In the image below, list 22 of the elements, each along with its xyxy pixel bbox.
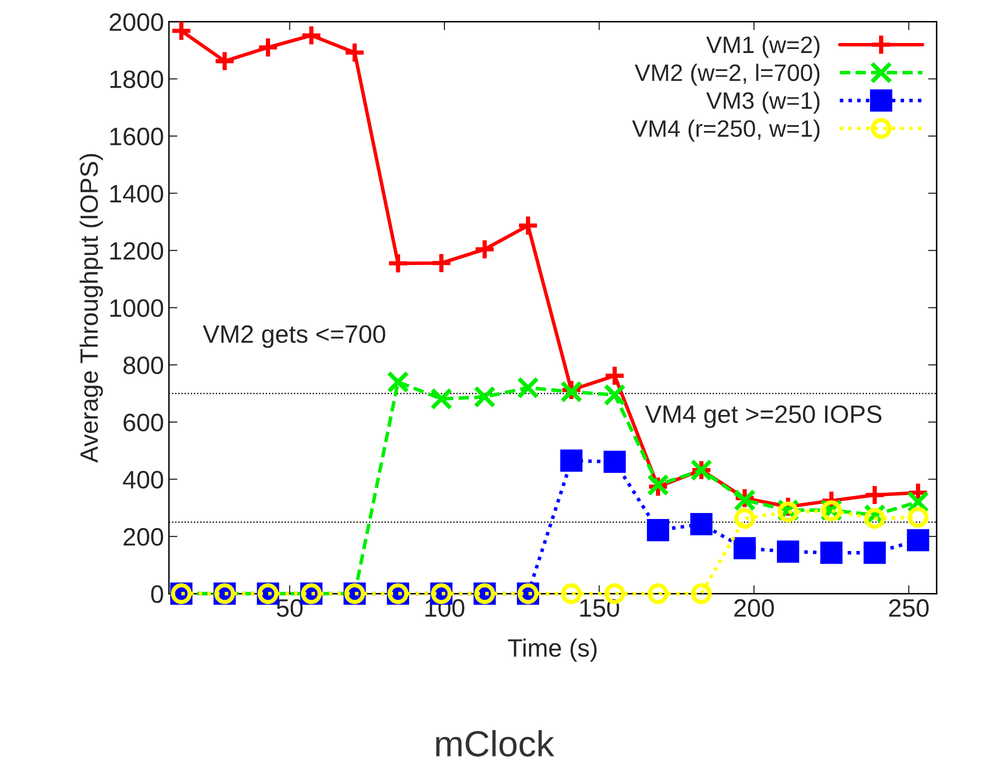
y-tick-label: 1400: [110, 184, 164, 203]
y-tick-label: 400: [122, 470, 164, 489]
y-tick-label: 1200: [110, 242, 164, 260]
y-tick-label: 2000: [110, 13, 164, 31]
y-tick-label: 1000: [110, 299, 164, 317]
legend-label: VM3 (w=1): [706, 92, 820, 114]
y-axis-title: Average Throughput (IOPS): [80, 154, 103, 463]
y-tick-label: 600: [124, 414, 164, 432]
y-tick-label: 800: [123, 356, 164, 374]
legend-label: VM1 (w=2): [706, 36, 820, 58]
y-tick-label: 0: [151, 585, 164, 603]
annotation: VM4 get >=250 IOPS: [645, 405, 882, 428]
x-tick-label: 200: [734, 599, 774, 617]
legend-label: VM2 (w=2, l=700): [634, 64, 820, 86]
y-tick-label: 200: [124, 528, 164, 546]
annotation: VM2 gets <=700: [202, 325, 386, 348]
x-axis-title: Time (s): [508, 638, 597, 662]
text: mClock: [436, 730, 554, 757]
legend-label: VM4 (r=250, w=1): [632, 120, 820, 142]
x-tick-label: 250: [889, 599, 929, 617]
y-tick-label: 1800: [110, 70, 164, 88]
y-tick-label: 1600: [110, 128, 164, 146]
